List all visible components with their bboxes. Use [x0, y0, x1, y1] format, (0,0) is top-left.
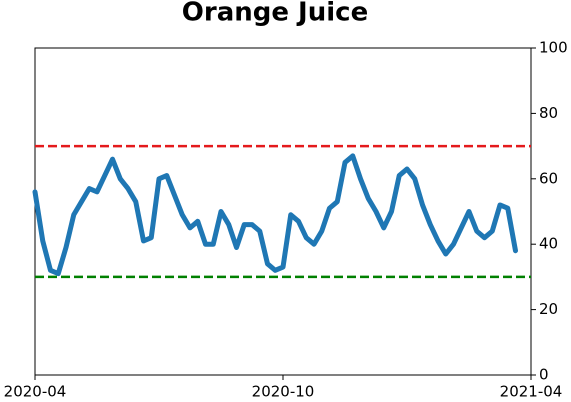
x-tick-label: 2020-10 [252, 383, 315, 401]
y-tick-label: 0 [539, 366, 549, 384]
y-tick-label: 80 [539, 104, 558, 122]
y-tick-label: 20 [539, 300, 558, 318]
y-tick-label: 60 [539, 169, 558, 187]
x-tick-label: 2021-04 [500, 383, 563, 401]
x-tick-label: 2020-04 [4, 383, 67, 401]
chart-title: Orange Juice [182, 0, 368, 28]
y-tick-label: 40 [539, 235, 558, 253]
plot-frame [34, 47, 532, 376]
line-series [32, 153, 518, 277]
y-tick-label: 100 [539, 39, 568, 57]
